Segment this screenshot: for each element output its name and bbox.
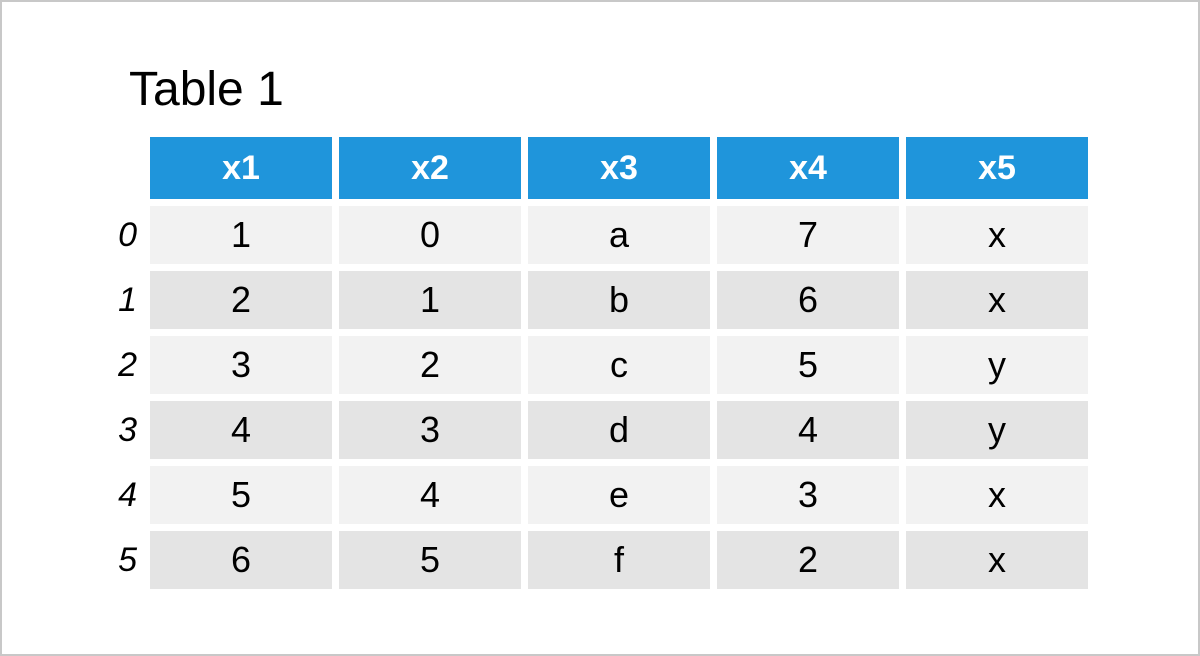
table-title: Table 1 bbox=[129, 63, 284, 116]
table-cell: 5 bbox=[339, 531, 521, 590]
table-cell: 4 bbox=[339, 466, 521, 525]
table-cell: y bbox=[906, 336, 1088, 395]
column-header-x1: x1 bbox=[150, 137, 332, 200]
table-cell: x bbox=[906, 531, 1088, 590]
table-cell: 3 bbox=[150, 336, 332, 395]
table-cell: x bbox=[906, 206, 1088, 265]
table-cell: e bbox=[528, 466, 710, 525]
table-cell: 2 bbox=[339, 336, 521, 395]
table-cell: 2 bbox=[717, 531, 899, 590]
column-header-x4: x4 bbox=[717, 137, 899, 200]
table-cell: 1 bbox=[150, 206, 332, 265]
column-header-x5: x5 bbox=[906, 137, 1088, 200]
column-header-x2: x2 bbox=[339, 137, 521, 200]
table-header: x1 x2 x3 x4 x5 bbox=[107, 137, 1088, 200]
table-cell: f bbox=[528, 531, 710, 590]
index-column-header bbox=[107, 137, 143, 199]
table-cell: 4 bbox=[717, 401, 899, 460]
table-cell: a bbox=[528, 206, 710, 265]
table-cell: x bbox=[906, 271, 1088, 330]
table-cell: 3 bbox=[717, 466, 899, 525]
table-cell: 7 bbox=[717, 206, 899, 265]
table-cell: 1 bbox=[339, 271, 521, 330]
row-index: 2 bbox=[118, 345, 137, 384]
table-cell: 2 bbox=[150, 271, 332, 330]
row-index: 1 bbox=[118, 280, 137, 319]
table-row: 0 1 0 a 7 x bbox=[107, 206, 1088, 265]
row-index: 3 bbox=[118, 410, 137, 449]
table-cell: x bbox=[906, 466, 1088, 525]
table-cell: 0 bbox=[339, 206, 521, 265]
table-cell: 5 bbox=[150, 466, 332, 525]
table-row: 1 2 1 b 6 x bbox=[107, 271, 1088, 330]
table-row: 4 5 4 e 3 x bbox=[107, 466, 1088, 525]
column-header-x3: x3 bbox=[528, 137, 710, 200]
table-body: 0 1 0 a 7 x 1 2 1 b 6 x 2 3 bbox=[107, 206, 1088, 590]
row-index: 5 bbox=[118, 540, 137, 579]
table-cell: 6 bbox=[150, 531, 332, 590]
table-cell: b bbox=[528, 271, 710, 330]
table-cell: 3 bbox=[339, 401, 521, 460]
table-row: 2 3 2 c 5 y bbox=[107, 336, 1088, 395]
table-cell: d bbox=[528, 401, 710, 460]
table-cell: 6 bbox=[717, 271, 899, 330]
row-index: 4 bbox=[118, 475, 137, 514]
table-cell: y bbox=[906, 401, 1088, 460]
header-row: x1 x2 x3 x4 x5 bbox=[107, 137, 1088, 200]
figure-content: Table 1 x1 x2 x3 x4 x5 0 1 0 a 7 bbox=[2, 2, 1198, 596]
table-cell: c bbox=[528, 336, 710, 395]
table-cell: 5 bbox=[717, 336, 899, 395]
table-cell: 4 bbox=[150, 401, 332, 460]
row-index: 0 bbox=[118, 215, 137, 254]
table-row: 5 6 5 f 2 x bbox=[107, 531, 1088, 590]
table-row: 3 4 3 d 4 y bbox=[107, 401, 1088, 460]
data-table: x1 x2 x3 x4 x5 0 1 0 a 7 x 1 2 bbox=[100, 130, 1095, 596]
